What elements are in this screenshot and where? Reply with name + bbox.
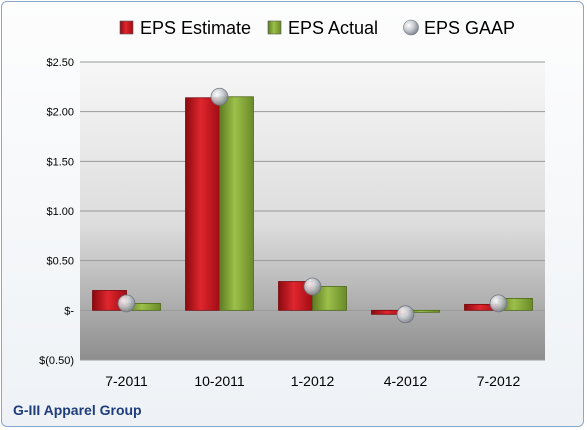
y-axis-ticks: $2.50 $2.00 $1.50 $1.00 $0.50 $- $(0.50)	[39, 57, 74, 367]
legend-eps-gaap-label: EPS GAAP	[424, 18, 515, 38]
bar-eps-estimate	[185, 97, 220, 311]
bar-eps-actual	[312, 286, 347, 311]
y-tick-label: $-	[64, 305, 74, 317]
company-name: G-III Apparel Group	[13, 402, 142, 418]
bars	[92, 96, 533, 315]
legend-eps-estimate-swatch	[119, 20, 134, 35]
y-tick-label: $2.50	[46, 57, 74, 69]
point-eps-gaap	[210, 87, 229, 106]
x-category-label: 10-2011	[194, 373, 245, 389]
legend: EPS Estimate EPS Actual EPS GAAP	[119, 18, 515, 38]
legend-eps-actual-label: EPS Actual	[288, 18, 378, 38]
y-tick-label: $2.00	[46, 107, 74, 119]
x-category-label: 7-2012	[477, 373, 521, 389]
y-tick-label: $1.50	[46, 156, 74, 168]
point-eps-gaap	[489, 294, 508, 313]
gaap-points	[117, 87, 508, 324]
y-tick-label: $0.50	[46, 256, 74, 268]
legend-eps-actual-swatch	[267, 20, 282, 35]
point-eps-gaap	[117, 294, 136, 313]
x-category-label: 1-2012	[291, 373, 335, 389]
bar-eps-actual	[219, 96, 254, 311]
y-tick-label: $1.00	[46, 206, 74, 218]
x-axis-categories: 7-2011 10-2011 1-2012 4-2012 7-2012	[105, 373, 520, 389]
legend-eps-estimate-label: EPS Estimate	[140, 18, 251, 38]
point-eps-gaap	[396, 305, 415, 324]
x-category-label: 7-2011	[105, 373, 148, 389]
x-category-label: 4-2012	[384, 373, 428, 389]
legend-eps-gaap-swatch	[403, 19, 419, 36]
point-eps-gaap	[303, 277, 322, 296]
y-tick-label: $(0.50)	[39, 355, 74, 367]
